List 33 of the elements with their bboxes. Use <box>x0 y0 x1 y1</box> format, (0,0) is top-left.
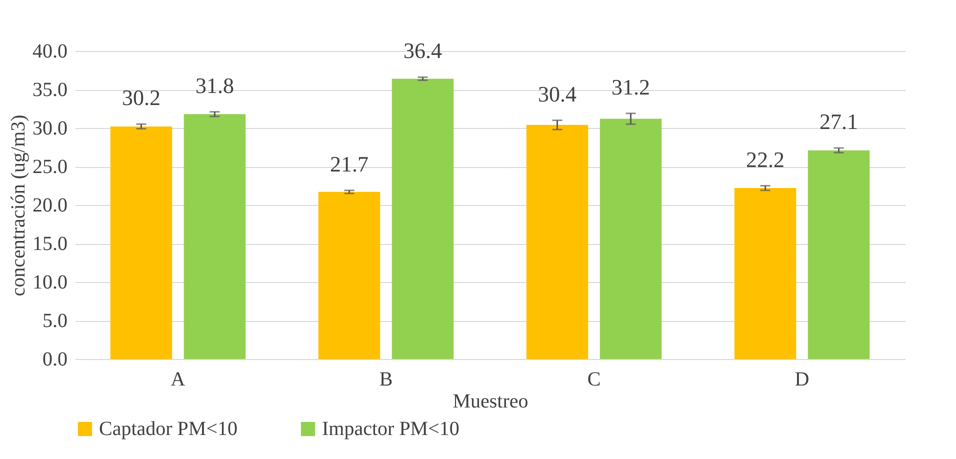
data-label: 21.7 <box>330 151 368 176</box>
y-tick-label: 5.0 <box>42 310 68 332</box>
bar <box>808 150 870 359</box>
y-tick-label: 35.0 <box>32 79 68 101</box>
data-label: 30.2 <box>122 85 160 110</box>
y-tick-label: 25.0 <box>32 156 68 178</box>
data-label: 22.2 <box>746 146 785 172</box>
bar <box>526 124 588 359</box>
bar <box>318 192 380 359</box>
bar <box>734 188 796 359</box>
bar <box>110 126 172 359</box>
x-tick-label: B <box>379 368 393 390</box>
data-label: 31.2 <box>612 74 650 100</box>
y-tick-label: 40.0 <box>32 40 68 62</box>
bar <box>184 114 246 359</box>
bar <box>600 118 662 359</box>
legend-label: Captador PM<10 <box>99 418 238 440</box>
y-tick-label: 0.0 <box>42 348 68 370</box>
data-label: 27.1 <box>820 109 858 134</box>
legend-label: Impactor PM<10 <box>322 418 460 440</box>
x-tick-label: A <box>170 368 186 390</box>
y-tick-label: 10.0 <box>32 272 68 294</box>
data-label: 31.8 <box>195 72 234 98</box>
y-axis-title: concentración (ug/m3) <box>8 114 30 296</box>
y-tick-label: 30.0 <box>32 118 68 140</box>
y-tick-label: 15.0 <box>32 233 68 255</box>
x-tick-label: C <box>587 368 601 390</box>
bar <box>392 78 454 359</box>
data-label: 36.4 <box>403 38 442 64</box>
x-axis-title: Muestreo <box>452 390 528 412</box>
data-label: 30.4 <box>538 81 577 106</box>
x-tick-label: D <box>794 368 810 390</box>
y-tick-label: 20.0 <box>32 194 68 216</box>
